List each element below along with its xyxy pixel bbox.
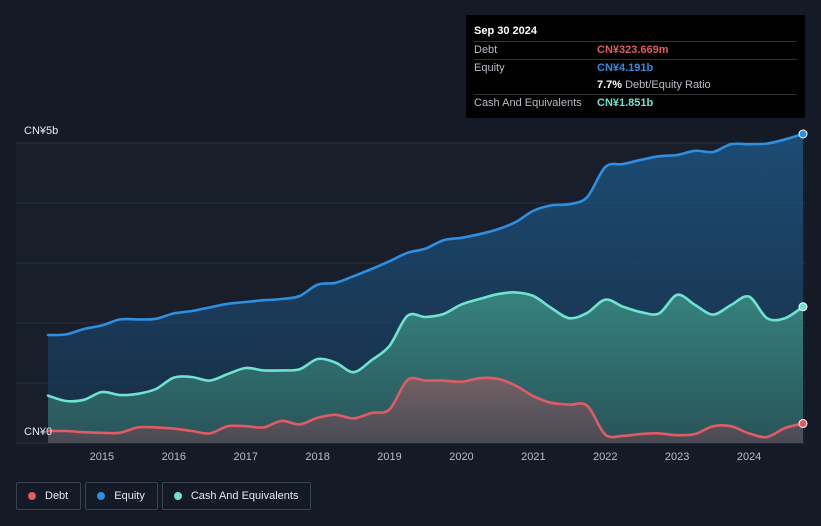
tooltip-debt-label: Debt: [474, 44, 498, 56]
legend-equity-dot: [97, 492, 106, 500]
equity-line: [46, 132, 805, 337]
y-tick-label: CN¥5b: [24, 125, 58, 137]
x-tick-label: 2017: [233, 451, 257, 463]
tooltip-panel: Sep 30 2024 Debt CN¥323.669m Equity CN¥4…: [466, 15, 805, 118]
legend-item-cash[interactable]: Cash And Equivalents: [161, 482, 312, 510]
tooltip-date: Sep 30 2024: [474, 25, 537, 37]
tooltip-equity-value: CN¥4.191b: [597, 62, 654, 74]
y-tick-label: CN¥0: [24, 426, 52, 438]
legend-debt-dot: [28, 492, 36, 500]
tooltip-row-cash: Cash And Equivalents CN¥1.851b: [474, 94, 797, 112]
x-tick-label: 2024: [737, 451, 761, 463]
tooltip-row-ratio: 7.7% Debt/Equity Ratio: [474, 77, 797, 94]
tooltip-cash-label: Cash And Equivalents: [474, 97, 582, 109]
x-tick-label: 2015: [90, 451, 114, 463]
debt-end-point: [798, 419, 808, 429]
x-tick-label: 2021: [521, 451, 545, 463]
cash-line: [46, 291, 805, 403]
cash-end-point: [798, 302, 808, 312]
legend-debt-label: Debt: [45, 490, 69, 502]
tooltip-row-equity: Equity CN¥4.191b: [474, 59, 797, 77]
x-tick-label: 2023: [665, 451, 689, 463]
x-tick-label: 2020: [449, 451, 473, 463]
chart-legend: Debt Equity Cash And Equivalents: [16, 482, 312, 510]
tooltip-cash-value: CN¥1.851b: [597, 97, 654, 109]
x-tick-label: 2018: [305, 451, 329, 463]
tooltip-ratio-label: Debt/Equity Ratio: [625, 79, 711, 91]
tooltip-ratio-value: 7.7%: [597, 79, 623, 91]
tooltip-debt-value: CN¥323.669m: [597, 44, 669, 56]
legend-item-debt[interactable]: Debt: [16, 482, 82, 510]
tooltip-ratio-spacer: [474, 77, 597, 94]
cash-area: [48, 292, 803, 443]
x-tick-label: 2022: [593, 451, 617, 463]
tooltip-row-debt: Debt CN¥323.669m: [474, 41, 797, 59]
debt-line: [46, 376, 805, 439]
x-tick-label: 2019: [377, 451, 401, 463]
legend-cash-label: Cash And Equivalents: [190, 490, 299, 502]
legend-equity-label: Equity: [114, 490, 145, 502]
legend-item-equity[interactable]: Equity: [85, 482, 158, 510]
equity-end-point: [798, 129, 808, 139]
legend-cash-dot: [173, 492, 182, 500]
x-tick-label: 2016: [162, 451, 186, 463]
tooltip-equity-label: Equity: [474, 62, 505, 74]
